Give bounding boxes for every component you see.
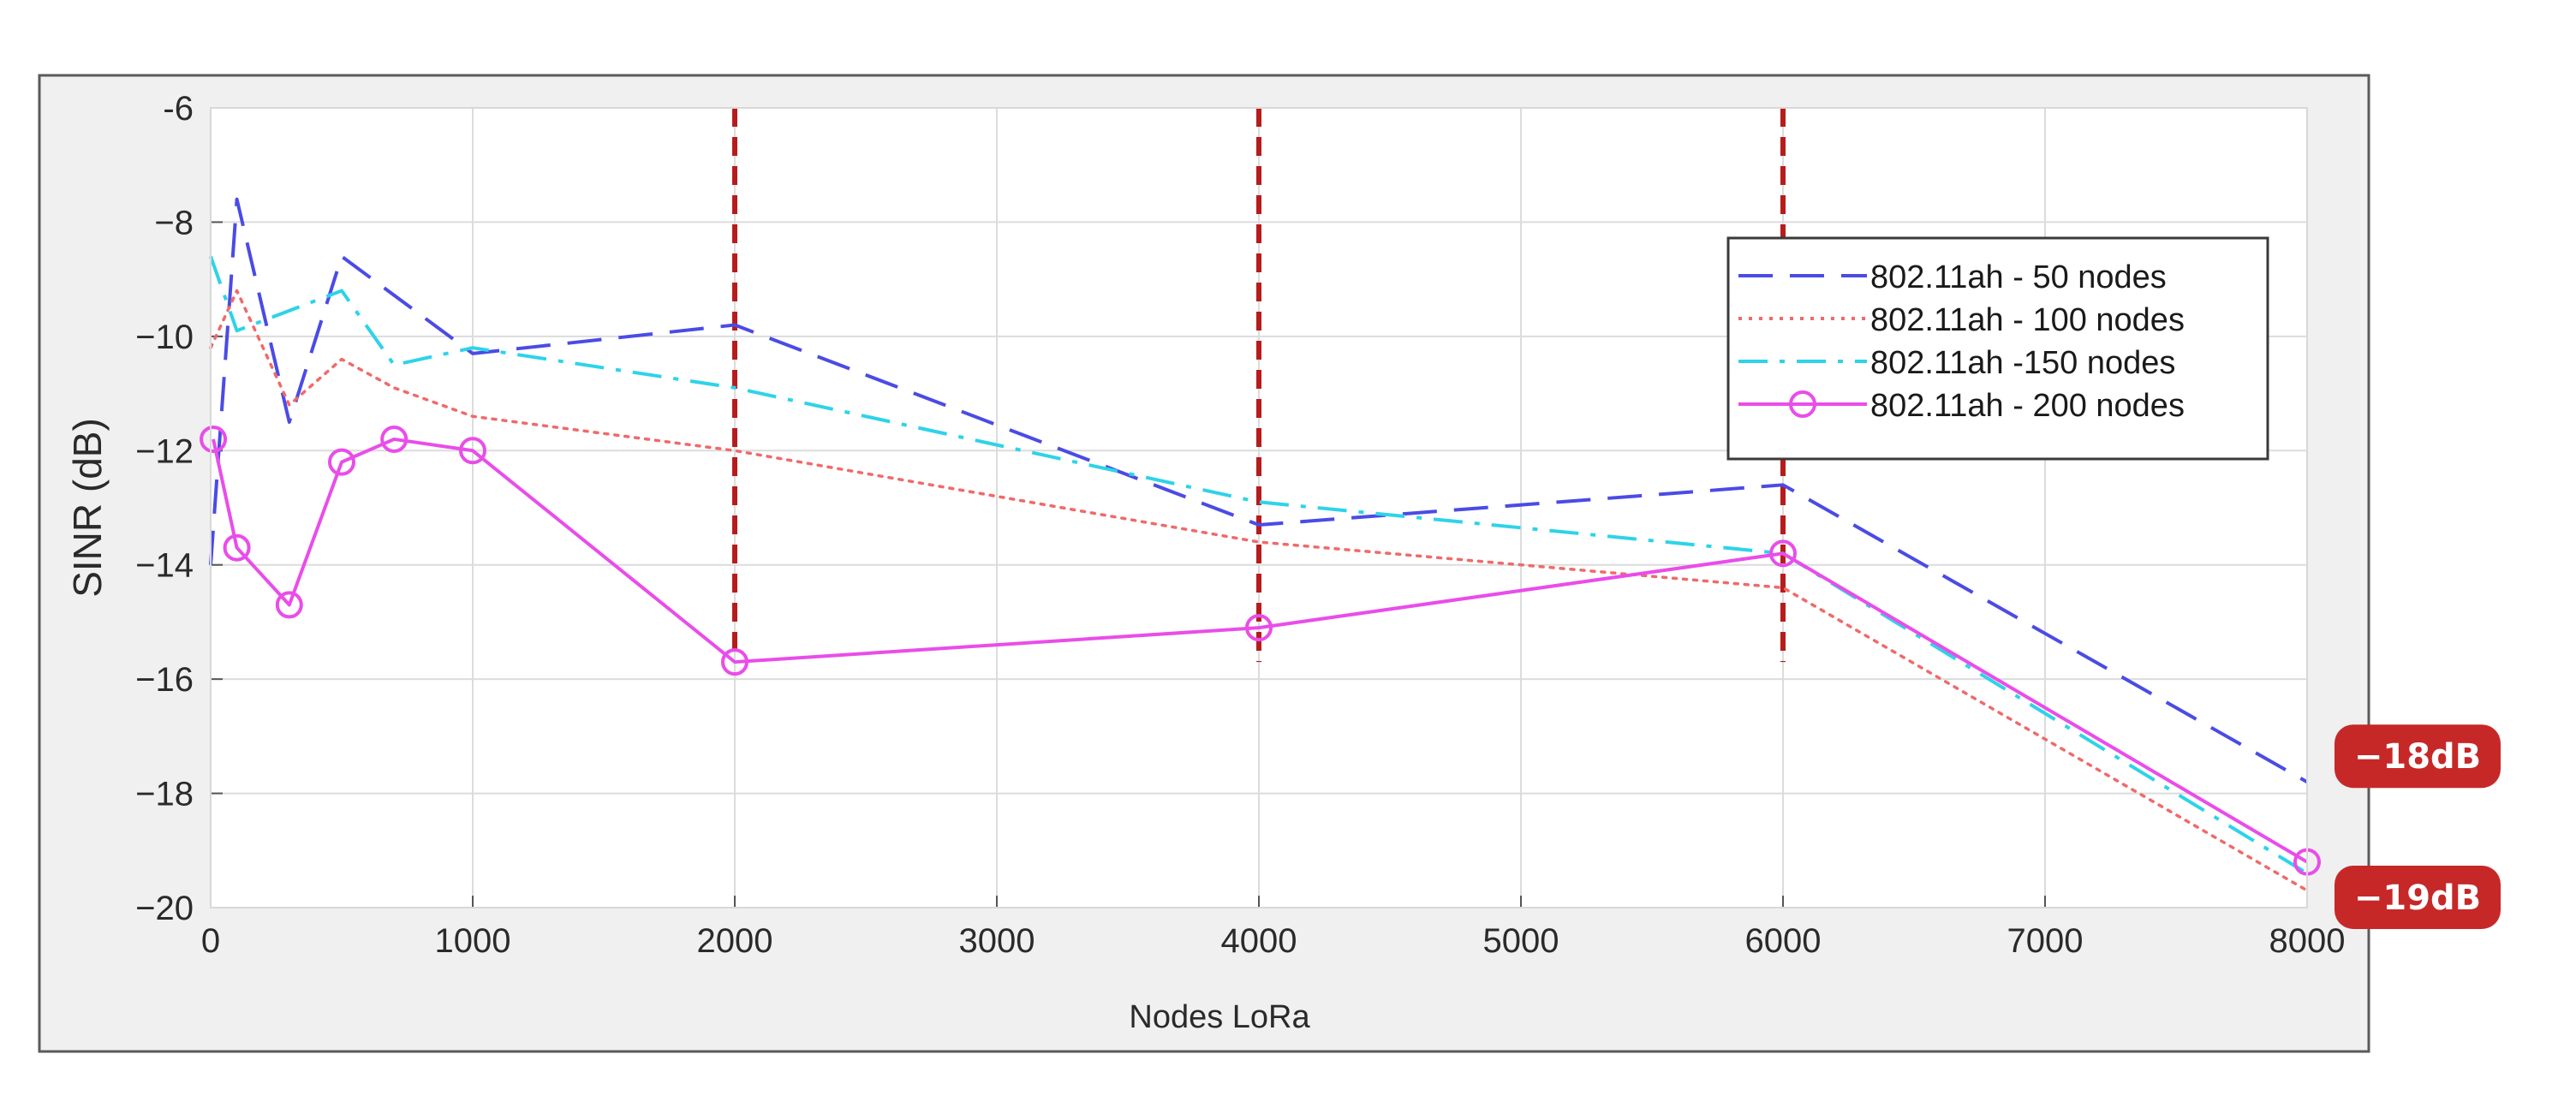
legend-label-2: 802.11ah - 100 nodes <box>1870 302 2185 338</box>
x-tick-label: 8000 <box>2269 922 2346 960</box>
annotation-badge <box>2334 724 2501 789</box>
y-tick-label: −20 <box>135 890 194 927</box>
series-4-point <box>1769 539 1797 568</box>
series-layer <box>200 197 2321 892</box>
y-tick-label: −10 <box>135 319 194 356</box>
series-4-point <box>275 591 303 619</box>
x-tick-label: 7000 <box>2007 922 2084 960</box>
x-tick-label: 6000 <box>1745 922 1822 960</box>
x-tick-label: 1000 <box>435 922 511 960</box>
series-4-point <box>721 648 748 676</box>
legend-swatch-circle <box>1789 390 1816 418</box>
series-4-point <box>459 437 486 465</box>
x-axis-title: Nodes LoRa <box>1129 999 1310 1035</box>
x-tick-label: 0 <box>201 922 220 960</box>
annotation-badge <box>2334 865 2501 929</box>
y-tick-label: −8 <box>154 204 194 241</box>
x-tick-label: 3000 <box>959 922 1035 960</box>
legend-label-4: 802.11ah - 200 nodes <box>1870 388 2185 424</box>
series-line-1 <box>209 197 2308 783</box>
series-line-4 <box>212 437 2309 864</box>
annotations: −18dB −19dB <box>2334 724 2501 929</box>
series-4-point <box>223 533 251 562</box>
y-tick-label: −18 <box>135 776 194 813</box>
series-4-point <box>1245 614 1273 642</box>
y-tick-label: −12 <box>135 432 194 470</box>
y-tick-label: -6 <box>163 90 194 128</box>
y-axis-title: SINR (dB) <box>65 418 110 598</box>
series-line-2 <box>209 289 2309 892</box>
x-tick-label: 4000 <box>1221 922 1297 960</box>
legend: 802.11ah - 50 nodes 802.11ah - 100 nodes 8… <box>1726 236 2269 461</box>
x-tick-label: 5000 <box>1483 922 1559 960</box>
legend-label-3: 802.11ah -150 nodes <box>1870 345 2175 381</box>
annotation-label: −19dB <box>2354 879 2481 918</box>
legend-label-1: 802.11ah - 50 nodes <box>1870 259 2167 295</box>
tick-labels: 0 1000 2000 3000 4000 5000 6000 7000 8000 -6 −8 −10… <box>135 90 2345 960</box>
y-tick-label: −16 <box>135 661 194 699</box>
series-4-point <box>328 448 355 476</box>
annotation-label: −18dB <box>2354 737 2481 777</box>
y-tick-label: −14 <box>135 547 194 585</box>
series-line-3 <box>209 255 2309 875</box>
series-4-point <box>200 425 228 453</box>
x-tick-label: 2000 <box>697 922 773 960</box>
legend-entries: 802.11ah - 50 nodes 802.11ah - 100 nodes 8… <box>1738 259 2185 424</box>
plot-frame <box>210 107 2308 908</box>
series-4-point <box>380 425 408 453</box>
